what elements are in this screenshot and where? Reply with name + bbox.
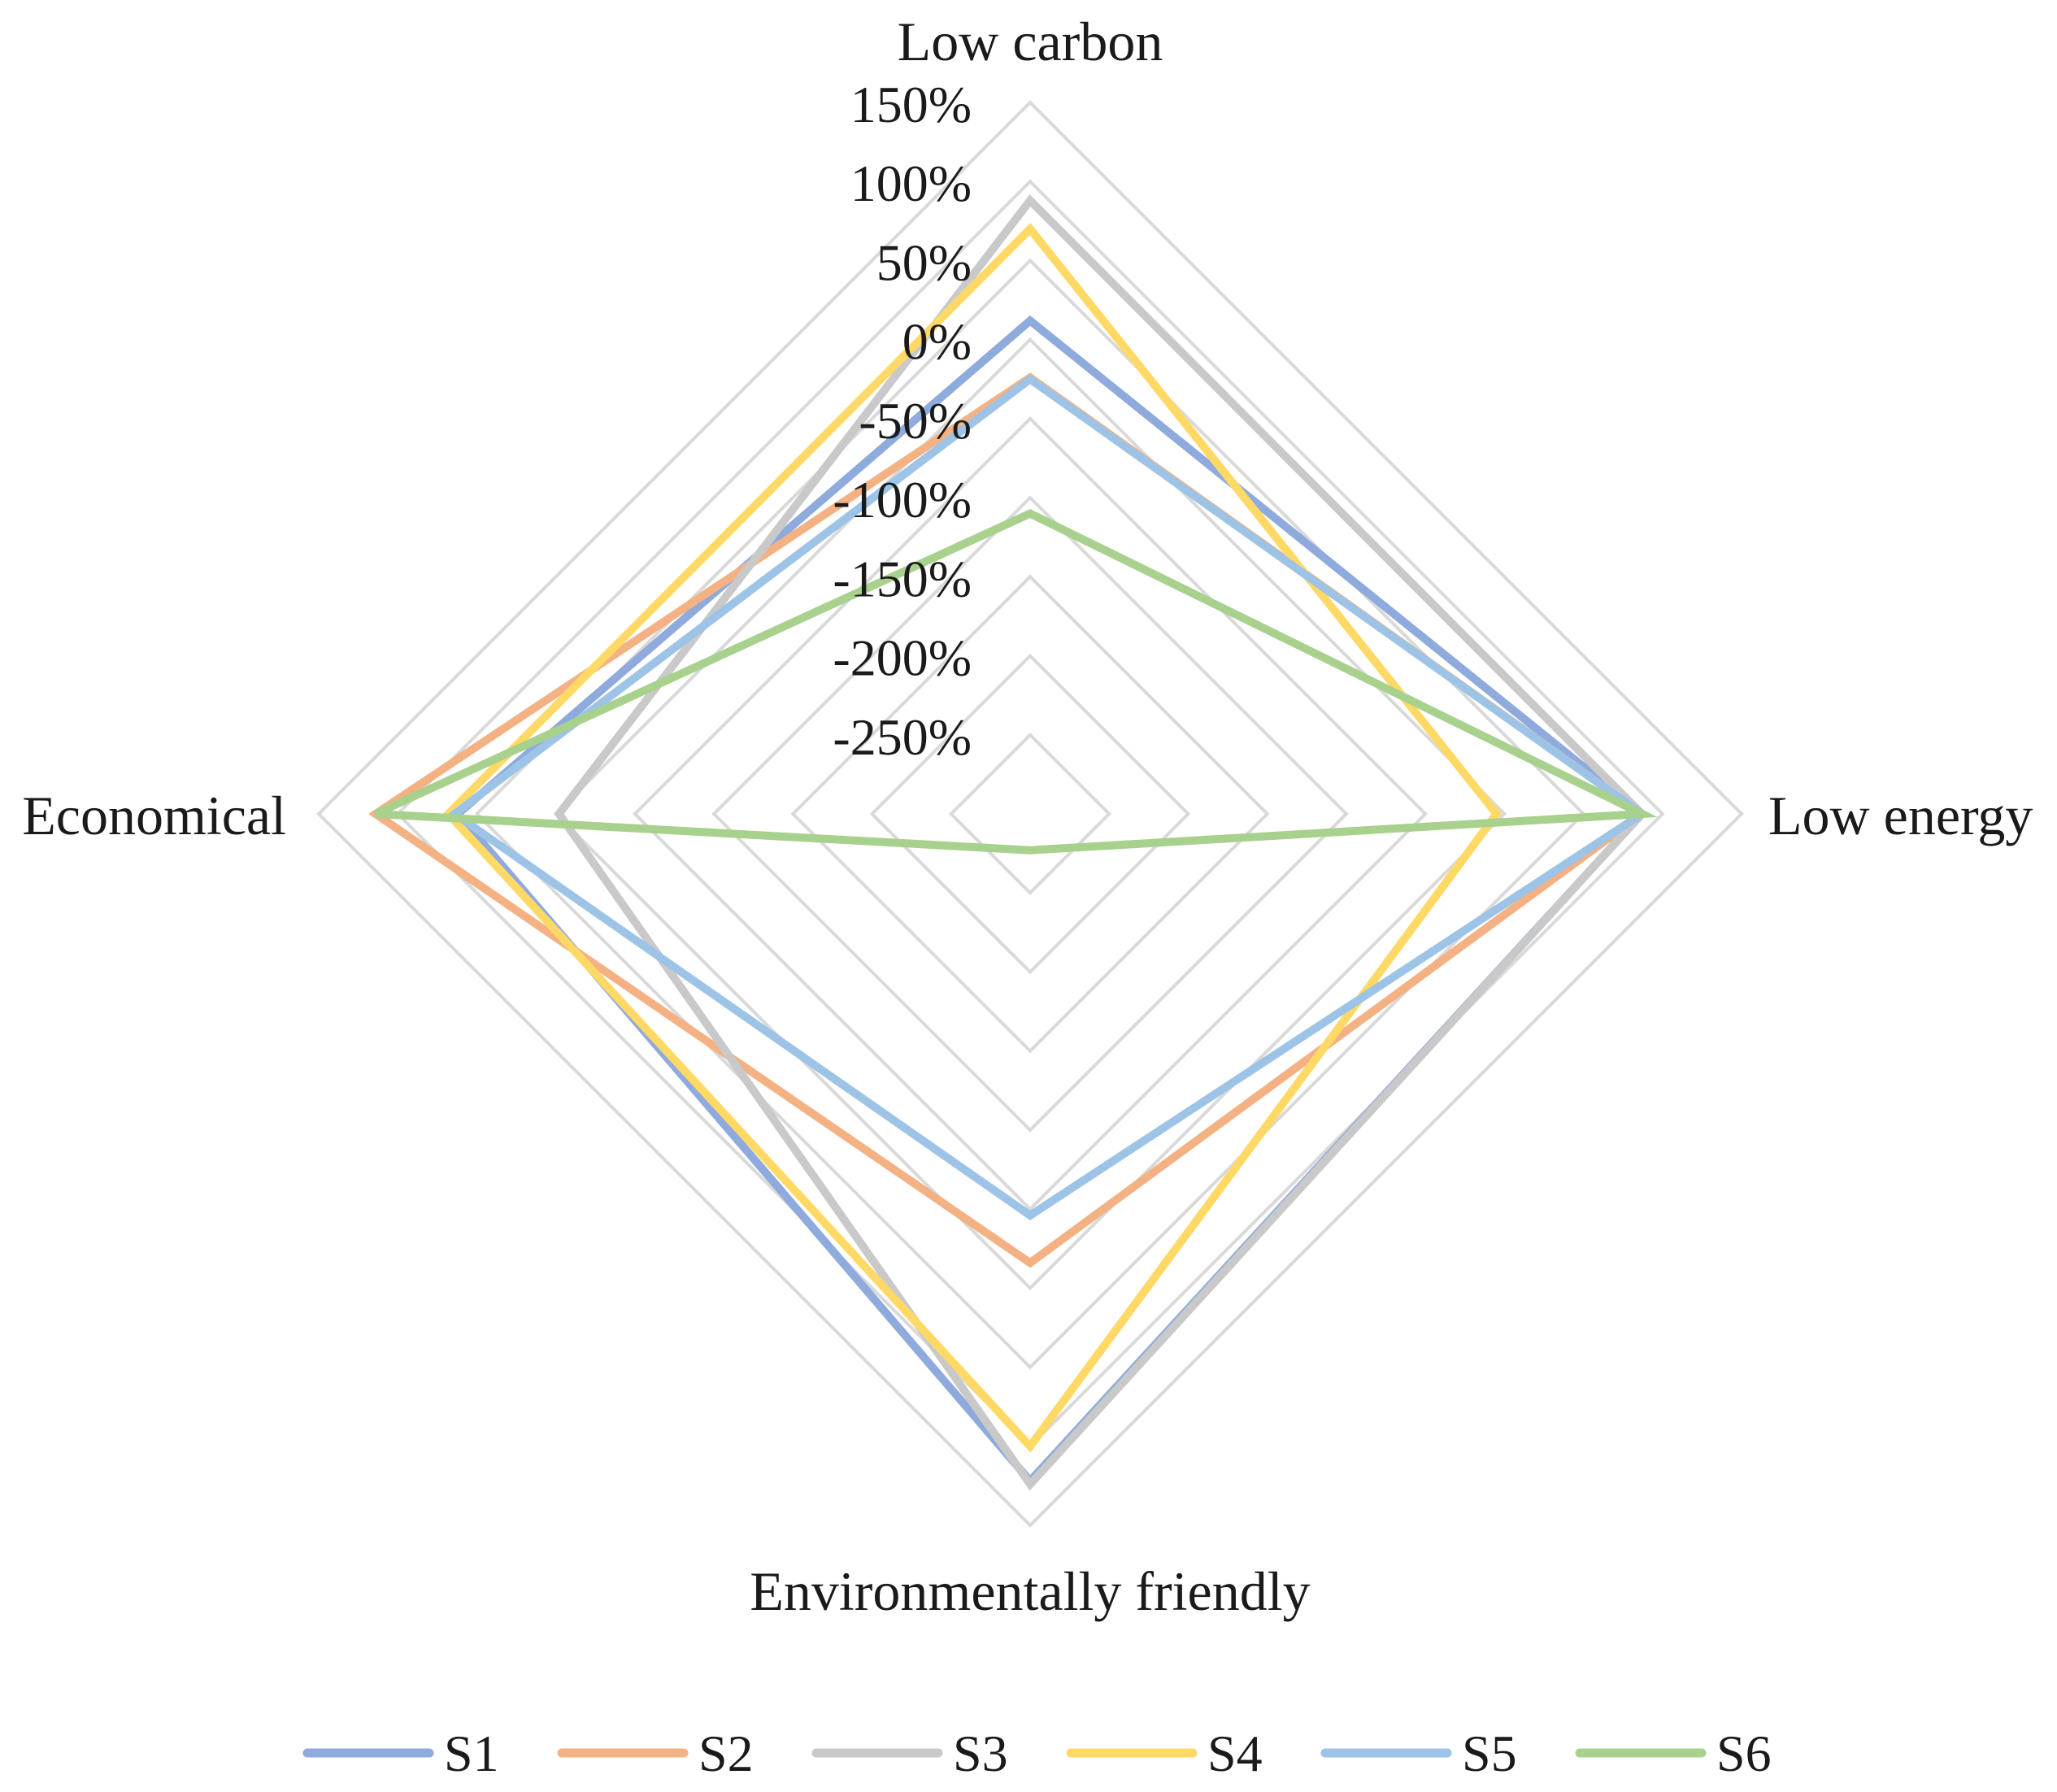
tick-label: -100% — [833, 471, 972, 528]
grid-ring — [869, 653, 1191, 975]
grid-layer — [316, 100, 1744, 1528]
legend-label: S5 — [1462, 1725, 1517, 1782]
legend-item-s4: S4 — [1066, 1725, 1263, 1782]
series-line-s5 — [447, 374, 1650, 1220]
series-line-s1 — [452, 315, 1648, 1488]
series-line-s3 — [554, 194, 1648, 1491]
grid-ring — [395, 179, 1665, 1449]
grid-ring — [474, 258, 1586, 1370]
legend-label: S3 — [953, 1725, 1008, 1782]
legend-item-s3: S3 — [811, 1725, 1008, 1782]
legend-item-s1: S1 — [302, 1725, 499, 1782]
legend-item-s2: S2 — [557, 1725, 754, 1782]
tick-label: 150% — [850, 76, 972, 133]
legend-label: S1 — [444, 1725, 499, 1782]
series-line-s6 — [373, 509, 1658, 855]
tick-label: -200% — [833, 629, 972, 687]
tick-label: -50% — [859, 392, 972, 450]
grid-ring — [790, 574, 1270, 1054]
tick-label: 50% — [876, 233, 972, 291]
legend: S1 S2 S3 S4 S5 S6 — [302, 1725, 1772, 1782]
legend-item-s6: S6 — [1575, 1725, 1772, 1782]
axis-label-low-energy: Low energy — [1768, 785, 2033, 846]
legend-label: S2 — [698, 1725, 754, 1782]
axis-label-environmentally-friendly: Environmentally friendly — [750, 1560, 1310, 1622]
tick-label: 0% — [902, 313, 972, 371]
tick-label: -150% — [833, 550, 972, 607]
legend-item-s5: S5 — [1320, 1725, 1517, 1782]
legend-label: S4 — [1207, 1725, 1263, 1782]
tick-label: 100% — [850, 154, 972, 212]
axis-label-economical: Economical — [22, 785, 286, 846]
series-layer — [368, 194, 1658, 1491]
grid-ring — [633, 416, 1428, 1211]
series-line-s4 — [442, 223, 1502, 1453]
legend-label: S6 — [1716, 1725, 1772, 1782]
grid-ring — [948, 732, 1112, 896]
axis-label-layer: Low carbon Low energy Environmentally fr… — [22, 11, 2033, 1622]
grid-ring — [316, 100, 1744, 1528]
tick-label-layer: 150% 100% 50% 0% -50% -100% -150% -200% -250% — [833, 76, 972, 766]
tick-label: -250% — [833, 708, 972, 766]
axis-label-low-carbon: Low carbon — [898, 11, 1163, 72]
grid-ring — [553, 337, 1507, 1291]
grid-ring — [711, 495, 1349, 1133]
